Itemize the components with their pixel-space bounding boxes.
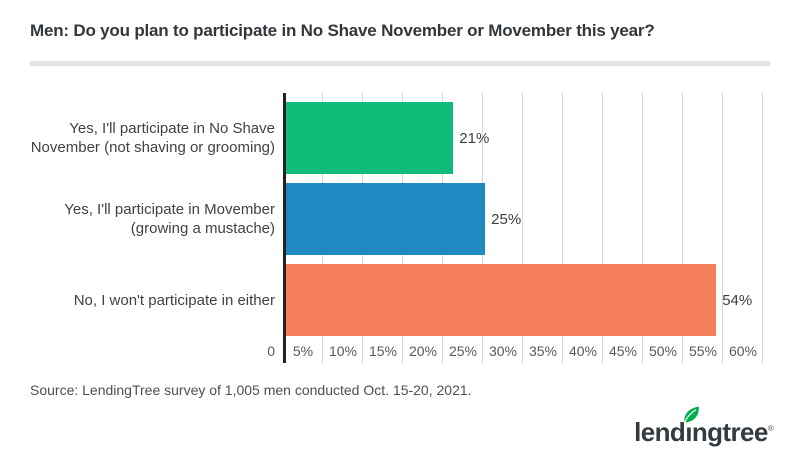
x-tick-label: 15% [368, 343, 398, 359]
x-axis-origin-label: 0 [267, 343, 275, 359]
category-label-no-shave-november: Yes, I'll participate in No Shave Novemb… [30, 120, 275, 156]
x-tick-label: 60% [728, 343, 758, 359]
bar-no-shave-november [286, 102, 454, 174]
x-tick-label: 40% [568, 343, 598, 359]
plot-area: 21% 25% 54% 5% 10% 15% 20% 25% 30% 35% 4… [283, 93, 764, 363]
x-tick-label: 25% [448, 343, 478, 359]
bar-neither [286, 264, 717, 336]
leaf-icon [681, 403, 702, 429]
chart-title: Men: Do you plan to participate in No Sh… [30, 21, 655, 40]
logo-text-part: lend [634, 417, 686, 447]
bar-row: 54% [286, 264, 764, 336]
bar-value-label: 25% [491, 210, 522, 228]
category-label-neither: No, I won't participate in either [73, 291, 275, 309]
x-tick-label: 35% [528, 343, 558, 359]
bar-row: 25% [286, 183, 764, 255]
x-tick-label: 20% [408, 343, 438, 359]
x-tick-label: 55% [688, 343, 718, 359]
logo-text-part: ngtree [691, 417, 768, 447]
x-tick-label: 50% [648, 343, 678, 359]
x-tick-label: 45% [608, 343, 638, 359]
logo-trademark: ® [767, 424, 774, 433]
bar-movember [286, 183, 486, 255]
logo-text-part: ı [685, 417, 692, 447]
x-tick-label: 10% [328, 343, 358, 359]
bar-row: 21% [286, 102, 764, 174]
title-divider [30, 61, 770, 66]
lendingtree-logo: lendıngtree® [634, 406, 774, 447]
category-label-movember: Yes, I'll participate in Movember (growi… [64, 201, 275, 237]
bar-value-label: 21% [459, 129, 490, 147]
x-tick-label: 5% [292, 343, 314, 359]
y-axis-line [283, 93, 286, 363]
source-note: Source: LendingTree survey of 1,005 men … [30, 382, 472, 398]
x-tick-label: 30% [488, 343, 518, 359]
bar-value-label: 54% [722, 291, 753, 309]
bar-chart: Yes, I'll participate in No Shave Novemb… [30, 93, 770, 363]
